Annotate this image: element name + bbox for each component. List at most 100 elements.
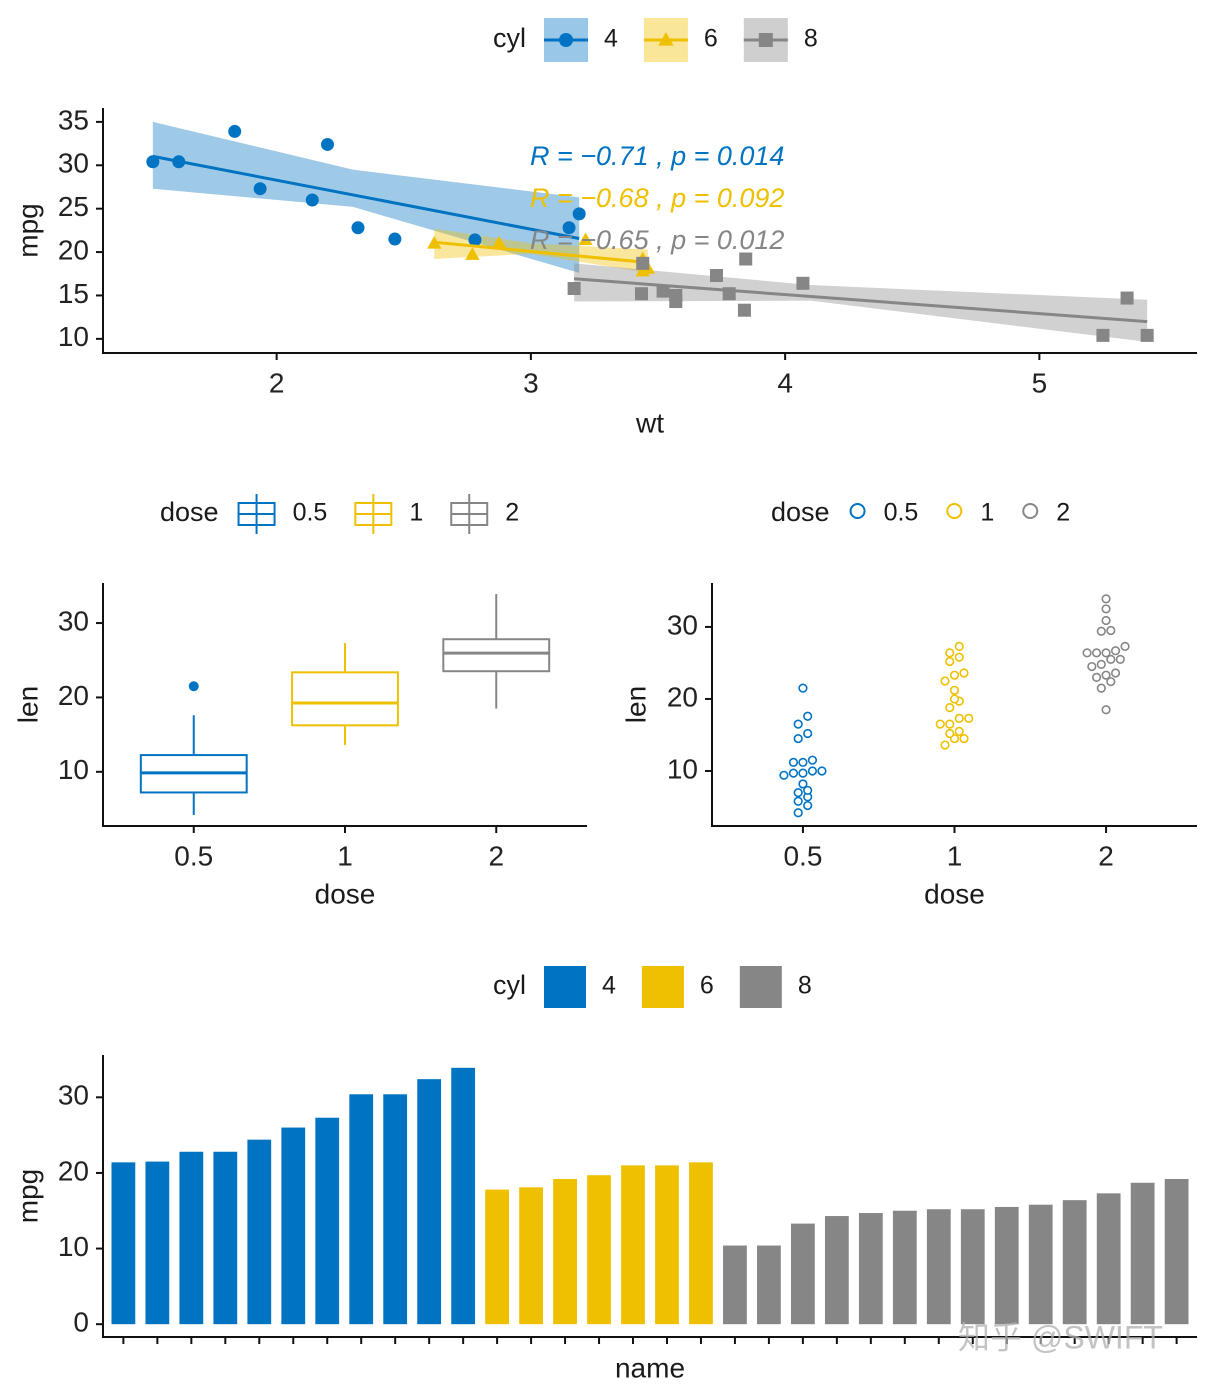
x-tick-label: 2 — [269, 367, 285, 398]
bar — [349, 1094, 374, 1325]
dot — [807, 755, 818, 765]
dot — [959, 733, 969, 744]
y-tick-label: 20 — [58, 1155, 89, 1186]
point — [351, 221, 365, 235]
point — [491, 235, 507, 249]
dot — [1082, 648, 1092, 658]
bar — [519, 1187, 543, 1325]
dot — [1096, 683, 1106, 693]
bar — [790, 1223, 815, 1325]
point — [737, 303, 751, 317]
legend-title: dose — [160, 497, 219, 527]
bar — [892, 1210, 917, 1325]
y-tick-label: 35 — [58, 104, 89, 135]
y-axis-title: len — [620, 686, 651, 723]
point — [388, 232, 402, 246]
legend-label: 1 — [980, 499, 994, 527]
dot — [1115, 654, 1125, 664]
legend-label: 8 — [804, 25, 818, 53]
bar — [858, 1213, 883, 1325]
legend-label: 6 — [704, 25, 718, 53]
dot — [945, 702, 955, 713]
y-tick-label: 20 — [58, 234, 89, 265]
dot — [1101, 648, 1111, 658]
dot — [964, 713, 974, 724]
legend-title: dose — [771, 497, 830, 527]
dot — [949, 694, 960, 704]
dot — [803, 785, 813, 796]
point — [796, 276, 810, 290]
dot — [803, 728, 813, 739]
fit-line — [152, 154, 580, 241]
legend-label: 6 — [700, 972, 714, 1000]
dot — [1096, 626, 1106, 636]
dot — [1091, 672, 1102, 682]
dot — [940, 740, 950, 750]
y-tick-label: 10 — [58, 1231, 89, 1262]
y-tick-label: 10 — [58, 321, 89, 352]
legend-label: 2 — [1056, 499, 1070, 527]
point — [562, 221, 576, 235]
point — [320, 137, 334, 151]
point — [635, 263, 650, 277]
point — [739, 252, 753, 266]
x-tick-label: 4 — [777, 367, 793, 398]
x-tick-label: 3 — [523, 367, 539, 398]
point — [172, 155, 186, 169]
point — [656, 284, 670, 298]
dot — [793, 719, 803, 729]
dot — [1106, 654, 1116, 664]
legend-label: 4 — [604, 25, 618, 53]
confidence-band — [574, 263, 1148, 342]
point — [722, 287, 736, 301]
legend-title: cyl — [493, 23, 526, 53]
legend-key-marker — [758, 33, 773, 47]
bar — [145, 1161, 170, 1325]
point — [305, 193, 319, 207]
box — [291, 671, 399, 727]
x-axis-title: name — [615, 1352, 685, 1383]
dot — [949, 670, 960, 680]
bar — [1028, 1204, 1053, 1325]
bar — [689, 1162, 713, 1325]
y-tick-label: 25 — [58, 191, 89, 222]
bar — [1096, 1193, 1121, 1325]
dot — [807, 766, 818, 776]
y-axis-title: len — [12, 686, 43, 723]
dot — [793, 796, 803, 806]
y-tick-label: 20 — [667, 681, 698, 712]
bar — [213, 1151, 238, 1325]
bar — [1130, 1182, 1155, 1325]
legend-label: 0.5 — [293, 499, 328, 527]
legend-key-dot — [1022, 503, 1039, 519]
point — [465, 247, 480, 260]
dot — [954, 652, 964, 662]
bar — [994, 1206, 1019, 1325]
dot — [954, 713, 964, 724]
dot — [803, 711, 813, 721]
dot — [1120, 641, 1130, 651]
dot — [1110, 646, 1121, 656]
x-tick-label: 0.5 — [174, 840, 213, 871]
dot — [798, 779, 808, 789]
point — [636, 256, 650, 270]
dot — [1091, 648, 1102, 658]
y-tick-label: 10 — [58, 754, 89, 785]
legend-title: cyl — [493, 970, 526, 1000]
bar — [824, 1216, 849, 1325]
dot — [1101, 705, 1111, 715]
annotation: R = −0.68 , p = 0.092 — [530, 183, 784, 213]
x-tick-label: 0.5 — [783, 840, 822, 871]
dot — [779, 770, 789, 780]
dot — [1106, 677, 1116, 687]
dot — [1101, 604, 1111, 614]
dot — [788, 768, 799, 778]
point — [567, 282, 581, 296]
dot — [1101, 615, 1111, 626]
annotation: R = −0.65 , p = 0.012 — [530, 225, 784, 255]
dot — [1106, 625, 1116, 636]
x-tick-label: 1 — [947, 840, 963, 871]
bar — [1062, 1200, 1087, 1325]
point — [634, 287, 648, 301]
